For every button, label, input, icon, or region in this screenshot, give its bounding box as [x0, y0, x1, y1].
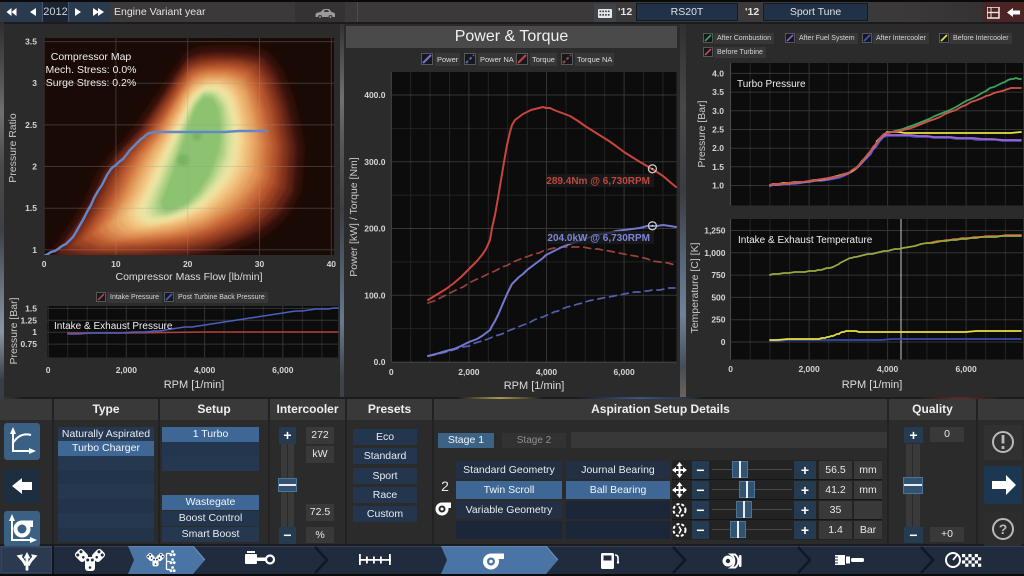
svg-text:2,000: 2,000 [798, 364, 820, 374]
svg-text:6,000: 6,000 [613, 367, 635, 377]
svg-text:1: 1 [32, 327, 37, 337]
svg-text:1,250: 1,250 [704, 226, 726, 236]
svg-text:Surge Stress: 0.2%: Surge Stress: 0.2% [46, 77, 136, 89]
svg-text:1.0: 1.0 [712, 181, 724, 191]
svg-text:4,000: 4,000 [194, 365, 216, 375]
svg-text:3.0: 3.0 [712, 106, 724, 116]
svg-text:2,000: 2,000 [458, 367, 480, 377]
svg-text:400.0: 400.0 [364, 90, 386, 100]
svg-text:0: 0 [728, 364, 733, 374]
svg-text:1,000: 1,000 [704, 248, 726, 258]
svg-text:Power [kW] / Torque [Nm]: Power [kW] / Torque [Nm] [348, 157, 360, 277]
svg-text:1.25: 1.25 [20, 315, 37, 325]
svg-text:?: ? [999, 521, 1008, 537]
svg-text:2,000: 2,000 [116, 365, 138, 375]
svg-text:Pressure [Bar]: Pressure [Bar] [696, 100, 708, 167]
svg-text:RPM [1/min]: RPM [1/min] [164, 379, 225, 391]
svg-text:4.0: 4.0 [712, 68, 724, 78]
svg-text:3.5: 3.5 [25, 37, 37, 47]
svg-text:6,000: 6,000 [955, 364, 977, 374]
svg-text:Temperature [C] [K]: Temperature [C] [K] [689, 242, 701, 333]
svg-text:500: 500 [711, 292, 725, 302]
svg-text:250: 250 [711, 315, 725, 325]
svg-text:0: 0 [42, 259, 47, 269]
svg-text:4,000: 4,000 [536, 367, 558, 377]
svg-text:0: 0 [389, 367, 394, 377]
svg-text:0: 0 [46, 365, 51, 375]
svg-text:RPM [1/min]: RPM [1/min] [504, 380, 565, 392]
svg-text:100.0: 100.0 [364, 290, 386, 300]
svg-text:Compressor Map: Compressor Map [51, 51, 132, 63]
svg-text:3: 3 [32, 78, 37, 88]
svg-text:Intake & Exhaust Pressure: Intake & Exhaust Pressure [54, 321, 173, 332]
svg-text:0: 0 [721, 337, 726, 347]
svg-text:2: 2 [32, 162, 37, 172]
svg-text:RPM [1/min]: RPM [1/min] [842, 379, 903, 391]
svg-text:750: 750 [711, 270, 725, 280]
svg-text:Turbo Pressure: Turbo Pressure [737, 79, 806, 90]
svg-text:2.0: 2.0 [712, 143, 724, 153]
svg-text:1.5: 1.5 [712, 162, 724, 172]
svg-text:0.75: 0.75 [20, 339, 37, 349]
svg-text:Intake & Exhaust Temperature: Intake & Exhaust Temperature [738, 235, 873, 246]
svg-text:2.5: 2.5 [25, 120, 37, 130]
svg-text:289.4Nm @ 6,730RPM: 289.4Nm @ 6,730RPM [546, 176, 650, 187]
svg-text:Pressure [Bar]: Pressure [Bar] [8, 297, 20, 364]
svg-text:6,000: 6,000 [272, 365, 294, 375]
svg-text:1: 1 [32, 245, 37, 255]
svg-text:Compressor Mass Flow [lb/min]: Compressor Mass Flow [lb/min] [115, 271, 262, 283]
svg-text:200.0: 200.0 [364, 224, 386, 234]
svg-text:30: 30 [255, 259, 265, 269]
svg-text:1.5: 1.5 [25, 203, 37, 213]
svg-text:0.0: 0.0 [374, 357, 386, 367]
svg-text:3.5: 3.5 [712, 87, 724, 97]
svg-text:300.0: 300.0 [364, 157, 386, 167]
svg-text:20: 20 [183, 259, 193, 269]
svg-text:Pressure Ratio: Pressure Ratio [7, 113, 19, 183]
svg-text:40: 40 [327, 259, 337, 269]
svg-text:10: 10 [111, 259, 121, 269]
svg-text:4,000: 4,000 [877, 364, 899, 374]
svg-text:1.5: 1.5 [25, 303, 37, 313]
svg-text:Mech. Stress: 0.0%: Mech. Stress: 0.0% [45, 64, 136, 76]
svg-text:204.0kW @ 6,730RPM: 204.0kW @ 6,730RPM [547, 233, 650, 244]
svg-text:2.5: 2.5 [712, 124, 724, 134]
